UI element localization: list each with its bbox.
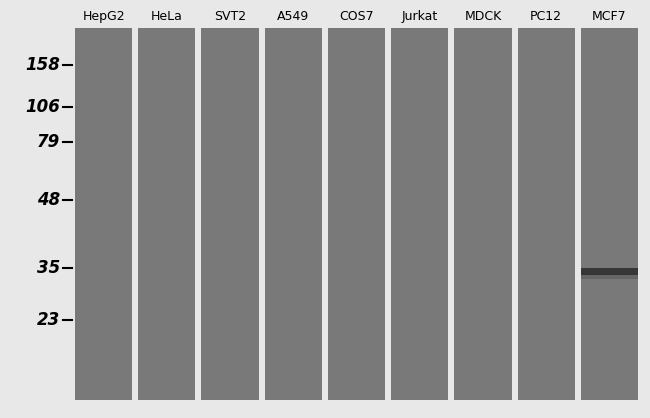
Text: COS7: COS7 <box>339 10 374 23</box>
Bar <box>265 28 322 400</box>
Bar <box>391 28 448 400</box>
Text: 35: 35 <box>37 259 60 277</box>
Bar <box>328 28 385 400</box>
Bar <box>581 268 638 275</box>
Text: MDCK: MDCK <box>464 10 502 23</box>
Text: HeLa: HeLa <box>151 10 183 23</box>
Text: 158: 158 <box>25 56 60 74</box>
Bar <box>581 273 638 279</box>
Text: 79: 79 <box>37 133 60 151</box>
Text: Jurkat: Jurkat <box>402 10 438 23</box>
Text: 23: 23 <box>37 311 60 329</box>
Text: 106: 106 <box>25 98 60 116</box>
Bar <box>454 28 512 400</box>
Bar <box>75 28 132 400</box>
Bar <box>581 28 638 400</box>
Bar <box>517 28 575 400</box>
Text: MCF7: MCF7 <box>592 10 627 23</box>
Text: A549: A549 <box>277 10 309 23</box>
Bar <box>138 28 196 400</box>
Text: SVT2: SVT2 <box>214 10 246 23</box>
Text: 48: 48 <box>37 191 60 209</box>
Bar <box>202 28 259 400</box>
Text: HepG2: HepG2 <box>83 10 125 23</box>
Text: PC12: PC12 <box>530 10 562 23</box>
